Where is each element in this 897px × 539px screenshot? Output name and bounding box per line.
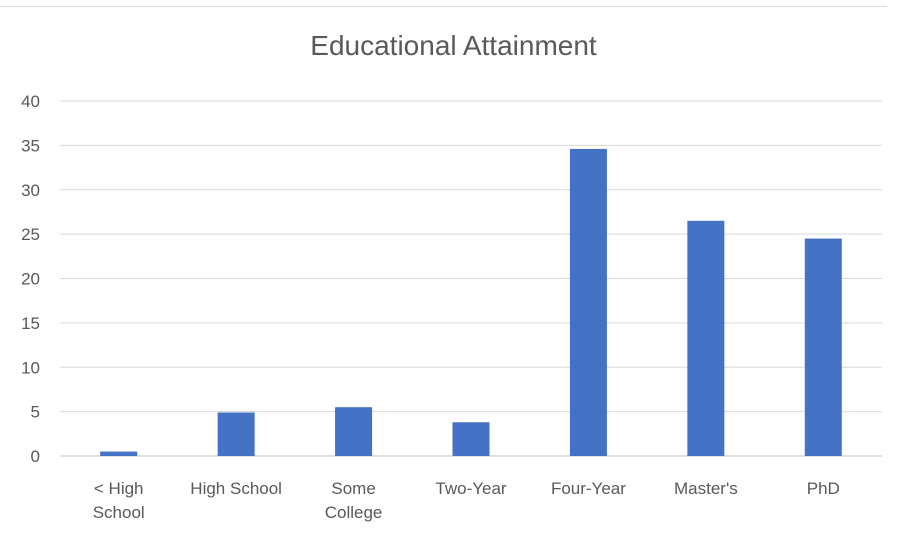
bar <box>452 422 490 456</box>
x-category-label: Some <box>331 479 375 498</box>
x-category-label: Two-Year <box>435 479 507 498</box>
chart-border <box>0 6 887 7</box>
bar <box>569 148 607 457</box>
x-category-label: High School <box>190 479 282 498</box>
y-tick-label: 20 <box>21 270 40 289</box>
x-axis-category-labels: < High School High School Some College Two-Ye… <box>93 479 840 522</box>
y-tick-label: 35 <box>21 136 40 155</box>
chart-title: Educational Attainment <box>310 30 597 61</box>
x-category-label: Four-Year <box>551 479 626 498</box>
bars <box>100 148 842 457</box>
x-category-label: College <box>325 503 383 522</box>
y-tick-label: 5 <box>31 403 40 422</box>
x-category-label: Master's <box>674 479 738 498</box>
y-tick-label: 15 <box>21 314 40 333</box>
bar <box>804 238 842 456</box>
x-category-label: PhD <box>807 479 840 498</box>
y-tick-label: 25 <box>21 225 40 244</box>
bar <box>100 451 138 456</box>
x-category-label: < High <box>94 479 144 498</box>
y-tick-label: 40 <box>21 92 40 111</box>
y-tick-label: 0 <box>31 447 40 466</box>
gridlines <box>60 100 882 457</box>
bar <box>217 412 255 456</box>
y-tick-label: 30 <box>21 181 40 200</box>
bar <box>687 220 725 456</box>
bar <box>335 407 373 456</box>
x-category-label: School <box>93 503 145 522</box>
y-axis-tick-labels: 0 5 10 15 20 25 30 35 40 <box>21 92 40 466</box>
y-tick-label: 10 <box>21 358 40 377</box>
